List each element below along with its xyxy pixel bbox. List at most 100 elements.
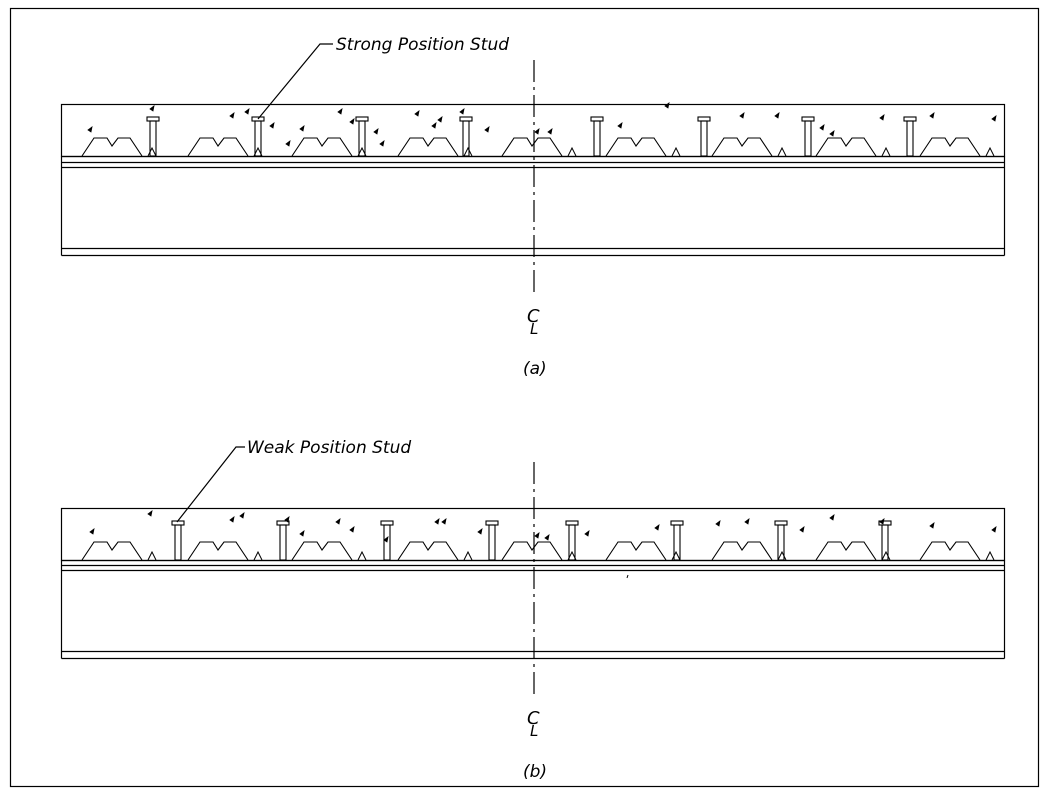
panel-b-aggregate xyxy=(89,510,997,543)
panel-a-caption: (a) xyxy=(523,359,547,379)
aggregate-mark xyxy=(434,518,440,525)
panel-a: Strong Position Stud C L (a) xyxy=(60,35,1006,379)
deck-rib xyxy=(187,137,249,157)
aggregate-mark xyxy=(774,112,780,119)
aggregate-mark xyxy=(879,114,885,121)
shear-stud-head xyxy=(590,116,604,122)
shear-stud-head xyxy=(459,116,473,122)
deck-rib xyxy=(605,541,667,561)
aggregate-mark xyxy=(819,124,825,131)
shear-stud-head xyxy=(485,520,499,526)
deck-rib xyxy=(711,541,773,561)
aggregate-mark xyxy=(991,526,997,533)
aggregate-mark xyxy=(929,522,935,529)
aggregate-mark xyxy=(544,534,550,541)
aggregate-mark xyxy=(149,105,155,112)
aggregate-mark xyxy=(459,108,465,115)
shear-stud-head xyxy=(801,116,815,122)
aggregate-mark xyxy=(147,510,153,517)
aggregate-mark xyxy=(441,518,447,525)
aggregate-mark xyxy=(584,530,590,537)
panel-b-centerline-symbol: C xyxy=(527,708,540,729)
shear-stud-shank xyxy=(804,120,812,157)
shear-stud-head xyxy=(146,116,160,122)
deck-rib-small xyxy=(881,550,891,561)
deck-rib-small xyxy=(881,146,891,157)
deck-rib xyxy=(81,137,143,157)
shear-stud-shank xyxy=(358,120,366,157)
aggregate-mark xyxy=(829,130,835,137)
shear-stud-head xyxy=(774,520,788,526)
panel-a-callout-leader xyxy=(257,43,333,120)
aggregate-mark xyxy=(285,140,291,147)
shear-stud-head xyxy=(565,520,579,526)
aggregate-mark xyxy=(534,532,540,539)
aggregate-mark xyxy=(547,128,553,135)
aggregate-mark xyxy=(477,528,483,535)
panel-a-centerline-subscript: L xyxy=(530,320,538,338)
deck-rib xyxy=(815,541,877,561)
deck-rib xyxy=(81,541,143,561)
aggregate-mark xyxy=(534,128,540,135)
aggregate-mark xyxy=(744,518,750,525)
shear-stud-shank xyxy=(568,524,576,561)
shear-stud-shank xyxy=(593,120,601,157)
deck-rib xyxy=(397,137,459,157)
deck-rib-small xyxy=(567,146,577,157)
shear-stud-shank xyxy=(174,524,182,561)
deck-rib xyxy=(919,541,981,561)
shear-stud-head xyxy=(878,520,892,526)
aggregate-mark xyxy=(349,118,355,125)
shear-stud-head xyxy=(355,116,369,122)
panel-b-slab xyxy=(60,507,1006,562)
deck-rib-small xyxy=(357,550,367,561)
aggregate-mark xyxy=(299,125,305,132)
shear-stud-shank xyxy=(906,120,914,157)
aggregate-mark xyxy=(383,536,389,543)
aggregate-mark xyxy=(87,126,93,133)
panel-b-caption: (b) xyxy=(523,762,547,782)
aggregate-mark xyxy=(437,116,443,123)
deck-rib xyxy=(501,541,563,561)
aggregate-mark xyxy=(879,518,885,525)
deck-rib xyxy=(605,137,667,157)
deck-rib xyxy=(291,137,353,157)
deck-rib-small xyxy=(147,550,157,561)
aggregate-mark xyxy=(239,512,245,519)
aggregate-mark xyxy=(991,115,997,122)
panel-b-callout-label: Weak Position Stud xyxy=(247,438,411,458)
deck-rib-small xyxy=(463,550,473,561)
aggregate-mark xyxy=(617,122,623,129)
aggregate-mark xyxy=(664,102,670,109)
panel-b: Weak Position Stud C L (b) xyxy=(60,438,1006,782)
aggregate-mark xyxy=(349,526,355,533)
aggregate-mark xyxy=(715,520,721,527)
aggregate-mark xyxy=(373,128,379,135)
panel-b-deck-ribs xyxy=(81,541,995,561)
shear-stud-shank xyxy=(254,120,262,157)
deck-rib-small xyxy=(147,146,157,157)
deck-rib-small xyxy=(671,146,681,157)
deck-rib-small xyxy=(985,146,995,157)
aggregate-mark xyxy=(229,112,235,119)
panel-b-centerline-subscript: L xyxy=(530,722,538,740)
deck-rib-small xyxy=(463,146,473,157)
deck-rib xyxy=(815,137,877,157)
aggregate-mark xyxy=(284,516,290,523)
panel-a-slab xyxy=(60,103,1006,158)
aggregate-mark xyxy=(335,518,341,525)
figure-frame xyxy=(9,7,1040,788)
aggregate-mark xyxy=(484,126,490,133)
deck-rib xyxy=(919,137,981,157)
aggregate-mark xyxy=(229,516,235,523)
aggregate-mark xyxy=(414,110,420,117)
panel-a-centerline-symbol: C xyxy=(527,306,540,327)
deck-rib xyxy=(291,541,353,561)
panel-a-studs xyxy=(146,116,917,157)
shear-stud-shank xyxy=(383,524,391,561)
deck-rib xyxy=(397,541,459,561)
aggregate-mark xyxy=(799,526,805,533)
aggregate-mark xyxy=(269,122,275,129)
shear-stud-head xyxy=(697,116,711,122)
